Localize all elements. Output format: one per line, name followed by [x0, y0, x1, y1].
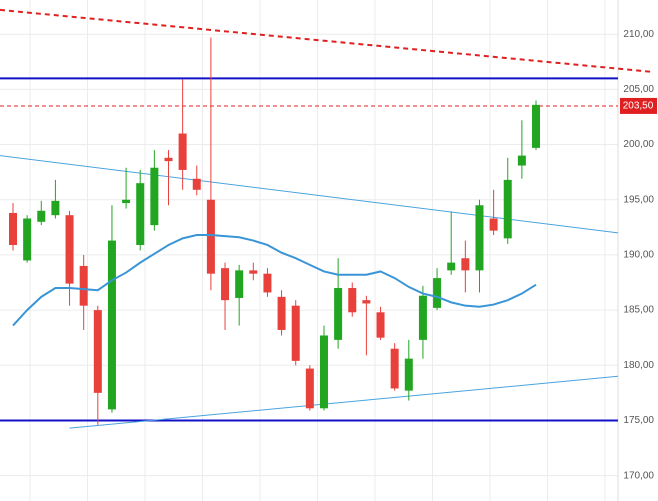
candle-body	[404, 358, 413, 391]
candle-body	[93, 310, 102, 393]
candle-body	[178, 133, 187, 170]
y-tick-label: 200,00	[623, 139, 654, 150]
trend-line	[0, 8, 651, 73]
candle-body	[235, 270, 244, 298]
candle-body	[447, 262, 456, 271]
y-tick-label: 210,00	[623, 29, 654, 40]
candle-body	[433, 278, 442, 308]
last-price-label: 203,50	[623, 101, 654, 112]
candle-body	[9, 212, 18, 245]
trend-line	[69, 375, 619, 429]
candle-body	[51, 200, 60, 216]
candle-body	[461, 258, 470, 271]
candle-body	[263, 273, 272, 293]
candle-body	[79, 265, 88, 306]
candle-body	[376, 312, 385, 338]
candle-body	[489, 218, 498, 231]
candle-body	[348, 288, 357, 313]
y-tick-label: 205,00	[623, 84, 654, 95]
candle-body	[475, 205, 484, 271]
candle-body	[164, 157, 173, 162]
candle-body	[150, 167, 159, 226]
candle-body	[503, 179, 512, 239]
candle-body	[37, 210, 46, 222]
candle-body	[136, 183, 145, 245]
candle-body	[390, 348, 399, 389]
candle-body	[221, 268, 230, 301]
candle-body	[206, 199, 215, 274]
candle-body	[334, 288, 343, 340]
moving-average	[12, 234, 537, 327]
candle-body	[362, 300, 371, 304]
y-tick-label: 170,00	[623, 470, 654, 481]
candle-body	[277, 296, 286, 330]
last-price-box	[620, 97, 657, 114]
candle-body	[122, 199, 131, 204]
candle-body	[532, 104, 541, 148]
candle-body	[319, 335, 328, 409]
candle-body	[517, 155, 526, 166]
y-tick-label: 190,00	[623, 250, 654, 261]
y-tick-label: 180,00	[623, 360, 654, 371]
y-tick-label: 195,00	[623, 194, 654, 205]
candle-body	[305, 368, 314, 409]
trend-line	[0, 155, 619, 234]
candle-body	[107, 240, 116, 410]
candle-body	[192, 178, 201, 190]
candle-body	[418, 295, 427, 340]
candle-body	[249, 270, 258, 274]
y-tick-label: 185,00	[623, 305, 654, 316]
candle-body	[291, 305, 300, 361]
candle-body	[23, 218, 32, 261]
candle-body	[65, 215, 74, 284]
y-tick-label: 175,00	[623, 415, 654, 426]
